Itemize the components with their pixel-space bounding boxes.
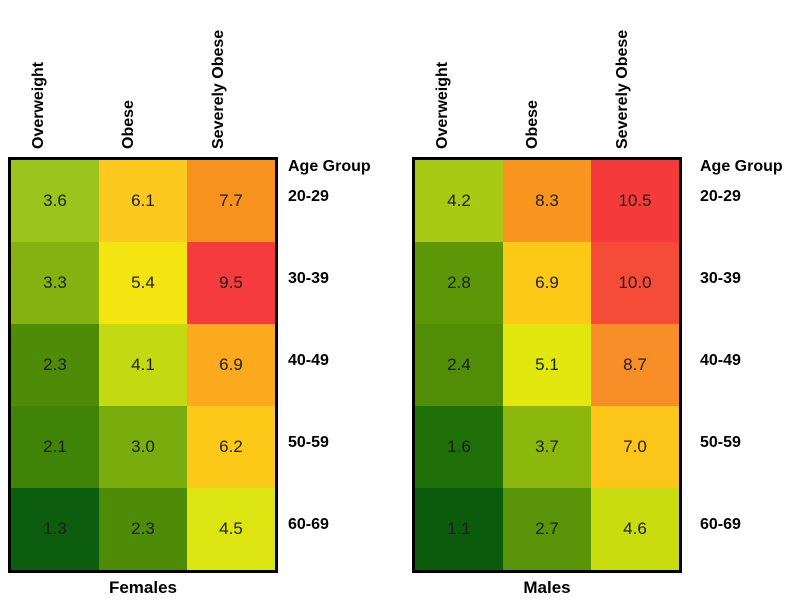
age-label: 20-29 bbox=[700, 188, 741, 205]
heatmap-cell: 1.3 bbox=[11, 488, 99, 570]
heatmap-cell: 3.6 bbox=[11, 160, 99, 242]
column-header-obese: Obese bbox=[524, 100, 541, 149]
age-label: 30-39 bbox=[700, 270, 741, 287]
age-axis-title: Age Group bbox=[288, 158, 371, 175]
heatmap-panel-males: Overweight Obese Severely Obese 4.2 8.3 10… bbox=[412, 0, 682, 601]
heatmap-cell: 6.1 bbox=[99, 160, 187, 242]
heatmap-cell: 4.2 bbox=[415, 160, 503, 242]
age-label: 50-59 bbox=[700, 434, 741, 451]
heatmap-cell: 9.5 bbox=[187, 242, 275, 324]
heatmap-cell: 3.0 bbox=[99, 406, 187, 488]
heatmap-cell: 7.7 bbox=[187, 160, 275, 242]
heatmap-cell: 5.4 bbox=[99, 242, 187, 324]
heatmap-cell: 5.1 bbox=[503, 324, 591, 406]
heatmap-cell: 6.9 bbox=[187, 324, 275, 406]
heatmap-cell: 4.5 bbox=[187, 488, 275, 570]
age-label: 40-49 bbox=[700, 352, 741, 369]
heatmap-cell: 2.4 bbox=[415, 324, 503, 406]
age-axis-females: Age Group 20-29 30-39 40-49 50-59 60-69 bbox=[288, 0, 393, 601]
age-axis-title: Age Group bbox=[700, 158, 783, 175]
column-header-severely-obese: Severely Obese bbox=[210, 29, 227, 149]
age-axis-males: Age Group 20-29 30-39 40-49 50-59 60-69 bbox=[700, 0, 800, 601]
heatmap-cell: 4.1 bbox=[99, 324, 187, 406]
heatmap-cell: 2.1 bbox=[11, 406, 99, 488]
heatmap-panel-females: Overweight Obese Severely Obese 3.6 6.1 7.… bbox=[8, 0, 278, 601]
heatmap-cell: 3.7 bbox=[503, 406, 591, 488]
column-headers-females: Overweight Obese Severely Obese bbox=[8, 0, 278, 155]
heatmap-cell: 6.9 bbox=[503, 242, 591, 324]
column-header-overweight: Overweight bbox=[30, 61, 47, 149]
age-label: 20-29 bbox=[288, 188, 329, 205]
heatmap-cell: 2.3 bbox=[99, 488, 187, 570]
heatmap-cell: 10.5 bbox=[591, 160, 679, 242]
age-label: 60-69 bbox=[700, 516, 741, 533]
heatmap-cell: 8.7 bbox=[591, 324, 679, 406]
age-label: 30-39 bbox=[288, 270, 329, 287]
panel-caption-females: Females bbox=[108, 578, 178, 597]
heatmap-grid-females: 3.6 6.1 7.7 3.3 5.4 9.5 2.3 4.1 6.9 2.1 3.0 6.2 1.3 2… bbox=[8, 157, 278, 573]
heatmap-cell: 6.2 bbox=[187, 406, 275, 488]
heatmap-cell: 8.3 bbox=[503, 160, 591, 242]
column-headers-males: Overweight Obese Severely Obese bbox=[412, 0, 682, 155]
heatmap-cell: 4.6 bbox=[591, 488, 679, 570]
panel-caption-males: Males bbox=[523, 578, 571, 597]
column-header-overweight: Overweight bbox=[434, 61, 451, 149]
heatmap-cell: 10.0 bbox=[591, 242, 679, 324]
heatmap-grid-males: 4.2 8.3 10.5 2.8 6.9 10.0 2.4 5.1 8.7 1.6 3.7 7.0 1.… bbox=[412, 157, 682, 573]
heatmap-cell: 2.7 bbox=[503, 488, 591, 570]
heatmap-cell: 3.3 bbox=[11, 242, 99, 324]
age-label: 50-59 bbox=[288, 434, 329, 451]
heatmap-cell: 2.3 bbox=[11, 324, 99, 406]
age-label: 60-69 bbox=[288, 516, 329, 533]
heatmap-cell: 2.8 bbox=[415, 242, 503, 324]
age-label: 40-49 bbox=[288, 352, 329, 369]
column-header-severely-obese: Severely Obese bbox=[614, 29, 631, 149]
heatmap-cell: 1.6 bbox=[415, 406, 503, 488]
column-header-obese: Obese bbox=[120, 100, 137, 149]
heatmap-cell: 1.1 bbox=[415, 488, 503, 570]
heatmap-cell: 7.0 bbox=[591, 406, 679, 488]
